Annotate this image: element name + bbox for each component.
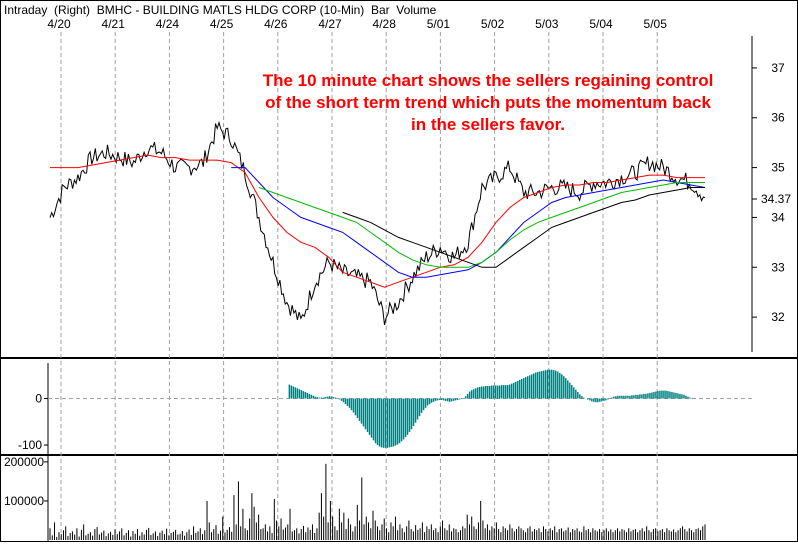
moving-average-line (50, 154, 705, 288)
date-label: 4/28 (373, 17, 397, 31)
price-tick-label: 33 (771, 260, 785, 274)
date-label: 5/04 (589, 17, 613, 31)
moving-average-line (258, 182, 705, 268)
date-label: 4/21 (102, 17, 126, 31)
price-tick-label: 32 (771, 310, 785, 324)
moving-average-line (342, 187, 705, 268)
price-tick-label: 36 (771, 111, 785, 125)
date-label: 4/26 (264, 17, 288, 31)
date-label: 4/27 (318, 17, 342, 31)
date-label: 5/02 (481, 17, 505, 31)
price-tick-label: 34 (771, 210, 785, 224)
chart-annotation: The 10 minute chart shows the sellers re… (262, 71, 714, 134)
date-label: 4/24 (156, 17, 180, 31)
volume-tick-label: 200000 (4, 455, 44, 469)
price-tick-label: 37 (771, 61, 785, 75)
oscillator-tick-label: 0 (35, 392, 42, 406)
volume-tick-label: 100000 (4, 494, 44, 508)
date-label: 5/03 (535, 17, 559, 31)
last-price-label: 34.37 (761, 192, 791, 206)
date-label: 4/20 (47, 17, 71, 31)
price-tick-label: 35 (771, 161, 785, 175)
moving-average-line (231, 167, 706, 278)
date-label: 5/01 (427, 17, 451, 31)
chart-title: Intraday (Right) BMHC - BUILDING MATLS H… (4, 3, 437, 17)
price-series-line (49, 120, 706, 326)
date-label: 5/05 (644, 17, 668, 31)
date-label: 4/25 (210, 17, 234, 31)
oscillator-tick-label: -100 (18, 438, 42, 452)
